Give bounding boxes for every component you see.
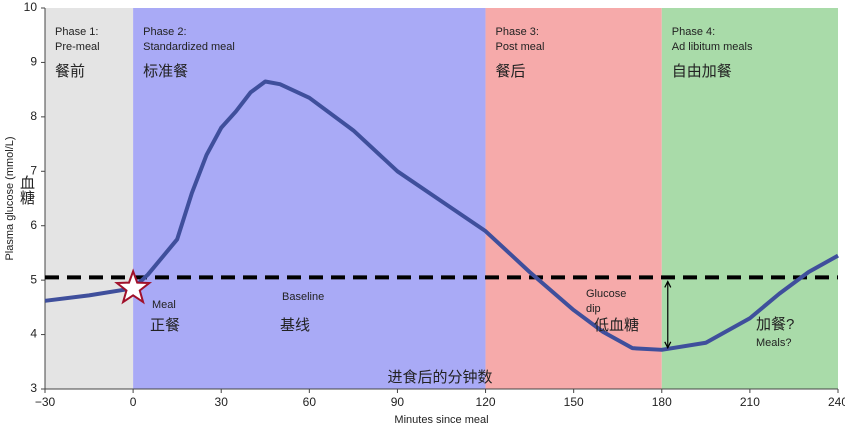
meal-label-zh: 正餐 (150, 317, 180, 334)
y-tick-label: 6 (30, 218, 37, 232)
phase-band (485, 8, 662, 389)
x-tick-label: 0 (130, 395, 137, 409)
phase-band (661, 8, 838, 389)
baseline-label: Baseline (282, 291, 324, 303)
y-tick-label: 7 (30, 163, 37, 177)
y-tick-label: 3 (30, 381, 37, 395)
x-tick-label: 60 (303, 395, 317, 409)
phase-label: Phase 2: (143, 26, 186, 38)
phase-label: Phase 4: (672, 26, 715, 38)
y-tick-label: 8 (30, 109, 37, 123)
x-tick-label: 120 (476, 395, 496, 409)
snack-label: Meals? (756, 337, 791, 349)
dip-label-zh: 低血糖 (594, 317, 639, 334)
meal-star (114, 268, 153, 305)
y-tick-label: 9 (30, 55, 37, 69)
phase-label: Standardized meal (143, 41, 235, 53)
dip-label: dip (586, 303, 601, 315)
phase-label: Post meal (496, 41, 545, 53)
y-axis-title-zh: 血糖 (18, 175, 35, 205)
arrow-head (664, 280, 672, 350)
x-tick-label: 30 (215, 395, 229, 409)
phase-label-zh: 自由加餐 (672, 63, 732, 80)
x-tick-label: 150 (564, 395, 584, 409)
x-tick-label: 180 (652, 395, 672, 409)
dip-label: Glucose (586, 288, 626, 300)
phase-band (45, 8, 134, 389)
baseline-label-zh: 基线 (280, 317, 310, 334)
y-tick-label: 10 (24, 0, 38, 14)
y-tick-label: 4 (30, 327, 37, 341)
phase-label: Pre-meal (55, 41, 100, 53)
x-axis-title: Minutes since meal (394, 414, 488, 426)
x-axis-title-zh: 进食后的分钟数 (387, 369, 492, 386)
phase-label-zh: 餐后 (496, 63, 526, 80)
phase-label-zh: 标准餐 (143, 63, 188, 80)
glucose-line (44, 79, 839, 352)
phase-label-zh: 餐前 (55, 63, 85, 80)
x-tick-label: −30 (35, 395, 56, 409)
y-tick-label: 5 (30, 272, 37, 286)
y-axis-title: Plasma glucose (mmol/L) (4, 136, 16, 260)
phase-label: Phase 3: (496, 26, 539, 38)
phase-label: Phase 1: (55, 26, 98, 38)
x-tick-label: 210 (740, 395, 760, 409)
phase-label: Ad libitum meals (672, 41, 753, 53)
snack-label-zh: 加餐? (756, 316, 794, 333)
x-tick-label: 240 (828, 395, 845, 409)
x-tick-label: 90 (391, 395, 405, 409)
meal-label: Meal (152, 299, 176, 311)
